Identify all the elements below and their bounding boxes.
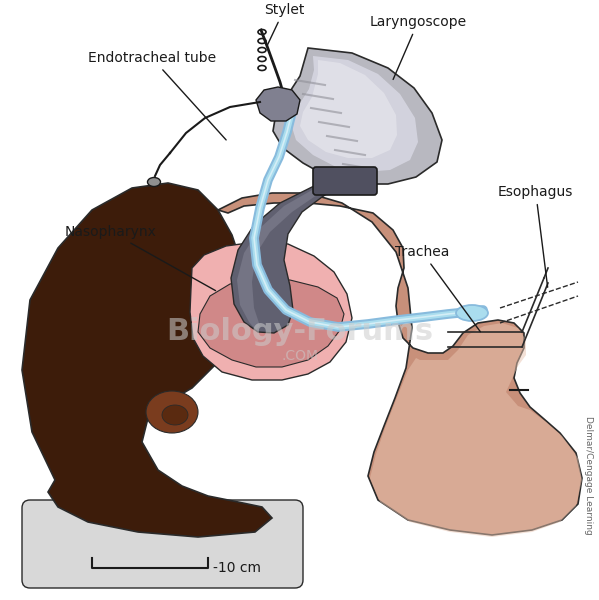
Text: Stylet: Stylet [264, 3, 304, 46]
Polygon shape [300, 60, 397, 158]
Polygon shape [256, 87, 300, 121]
Text: -10 cm: -10 cm [213, 561, 261, 575]
Polygon shape [198, 279, 344, 367]
Text: Laryngoscope: Laryngoscope [370, 15, 467, 79]
Text: Endotracheal tube: Endotracheal tube [88, 51, 226, 140]
Text: .COM: .COM [282, 349, 319, 363]
Ellipse shape [147, 178, 161, 187]
Polygon shape [22, 183, 272, 537]
Text: Esophagus: Esophagus [498, 185, 573, 287]
Ellipse shape [456, 305, 488, 321]
Ellipse shape [162, 405, 188, 425]
Text: Nasopharynx: Nasopharynx [65, 225, 216, 290]
FancyBboxPatch shape [313, 167, 377, 195]
Polygon shape [273, 48, 442, 184]
Polygon shape [237, 178, 350, 330]
FancyBboxPatch shape [22, 500, 303, 588]
Ellipse shape [146, 391, 198, 433]
Polygon shape [190, 242, 352, 380]
Polygon shape [231, 177, 354, 333]
Polygon shape [291, 56, 418, 172]
Text: Biology-Forums: Biology-Forums [167, 317, 434, 346]
Text: Trachea: Trachea [395, 245, 480, 332]
Polygon shape [370, 323, 582, 537]
Polygon shape [218, 193, 582, 535]
Text: Delmar/Cengage Learning: Delmar/Cengage Learning [584, 416, 593, 535]
